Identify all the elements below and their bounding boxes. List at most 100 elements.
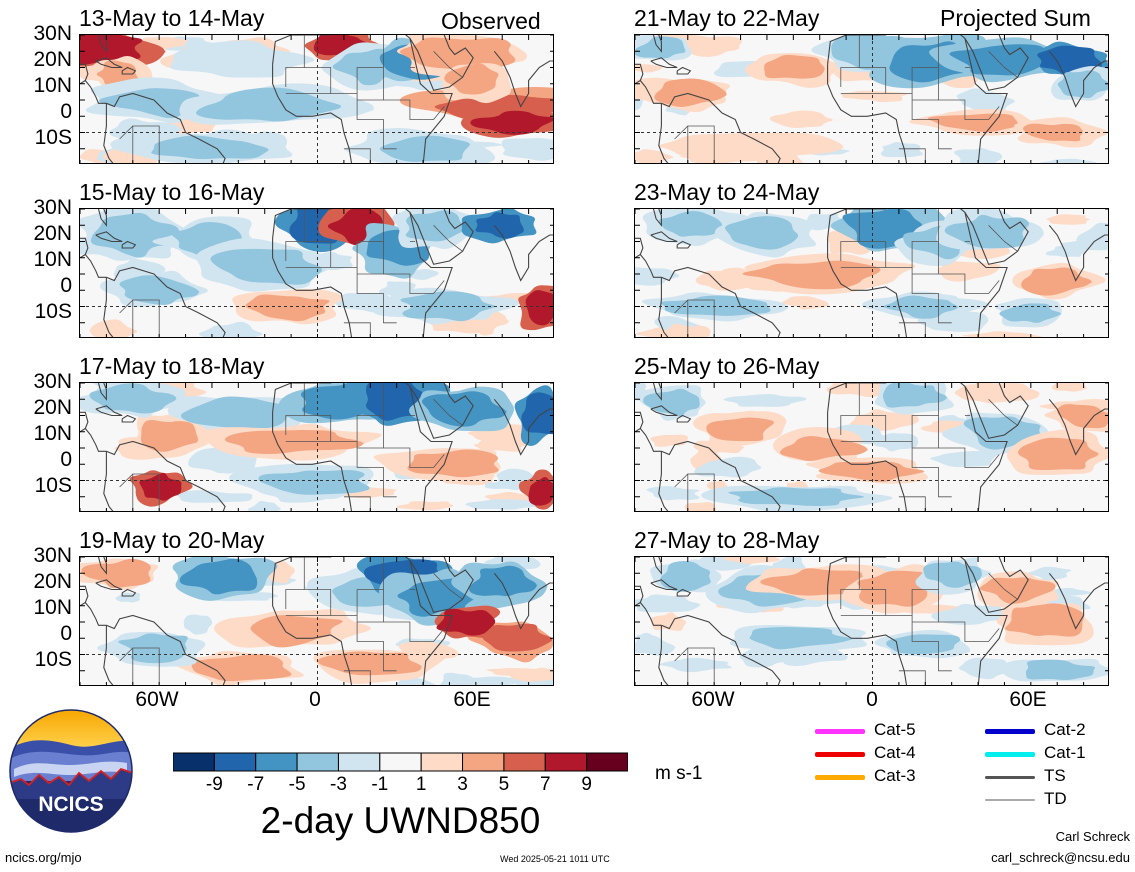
wind-anomaly-patch	[90, 212, 181, 258]
panel-title: 21-May to 22-May	[634, 5, 820, 31]
colorbar-tick-label: 5	[498, 774, 510, 795]
wind-anomaly-patch	[89, 383, 179, 414]
colorbar-tick-label: -5	[288, 774, 306, 795]
country-border	[356, 267, 397, 324]
coastline	[103, 277, 114, 337]
coastline	[80, 411, 89, 429]
coastline	[95, 57, 123, 69]
colorbar-tick-label: 9	[581, 774, 592, 795]
country-border	[978, 454, 1000, 468]
colorbar-swatch	[296, 752, 339, 772]
country-border	[433, 225, 463, 252]
country-border	[433, 573, 463, 600]
wind-anomaly-patch	[444, 63, 499, 95]
observed-label: Observed	[441, 8, 541, 34]
wind-anomaly-patch	[671, 134, 824, 157]
map-panel-projected-4	[634, 556, 1109, 686]
coastline	[964, 557, 1029, 613]
coastline	[964, 209, 1029, 265]
ncics-logo: NCICS	[9, 709, 133, 833]
country-border	[119, 473, 134, 488]
colorbar-tick-label: 1	[415, 774, 427, 795]
lat-label: 30N	[33, 370, 72, 393]
coastline	[1048, 224, 1108, 282]
wind-anomaly-patch	[694, 456, 764, 478]
country-border	[858, 209, 939, 268]
coastline	[827, 64, 908, 163]
country-border	[978, 106, 1000, 120]
colorbar-tick-label: -9	[205, 774, 223, 795]
coastline	[658, 103, 669, 163]
wind-anomaly-patch	[335, 293, 402, 313]
wind-anomaly-patch	[258, 469, 370, 495]
country-border	[383, 589, 424, 642]
coastline	[272, 557, 453, 685]
wind-anomaly-patch	[958, 657, 1015, 680]
legend-label-cat-3: Cat-3	[874, 766, 916, 785]
wind-anomaly-patch	[706, 417, 774, 442]
wind-anomaly-patch	[521, 392, 553, 435]
colorbar-swatch	[255, 752, 298, 772]
wind-anomaly-patch	[769, 110, 836, 129]
wind-anomaly-patch	[818, 461, 929, 482]
country-border	[356, 615, 397, 672]
colorbar-swatch	[503, 752, 546, 772]
country-border	[687, 125, 715, 163]
wind-anomaly-patch	[880, 142, 924, 158]
lon-label-0: 0	[309, 688, 321, 711]
coastline	[80, 427, 107, 452]
country-border	[423, 628, 445, 642]
coastline	[635, 411, 644, 429]
country-border	[303, 557, 384, 616]
country-border	[674, 473, 689, 488]
coastline	[106, 440, 226, 511]
country-border	[978, 280, 1000, 294]
coastline	[103, 451, 114, 511]
legend-line-cat-3	[815, 775, 865, 780]
wind-anomaly-patch	[465, 499, 548, 510]
coastline	[409, 383, 474, 439]
wind-anomaly-patch	[399, 37, 516, 71]
coastline	[493, 224, 553, 282]
country-border	[674, 299, 689, 314]
coastline	[650, 231, 678, 243]
lat-label: 0	[60, 274, 72, 297]
country-border	[858, 557, 939, 616]
lon-label-60w: 60W	[691, 688, 735, 711]
country-border	[119, 647, 134, 662]
country-border	[423, 454, 445, 468]
wind-anomaly-patch	[196, 87, 348, 122]
colorbar-swatch	[420, 752, 464, 772]
coastline	[409, 35, 474, 91]
coastline	[635, 427, 662, 452]
colorbar-swatch	[172, 752, 215, 772]
coastline	[106, 266, 226, 337]
wind-anomaly-patch	[81, 558, 151, 589]
coastline	[272, 586, 353, 685]
coastline	[964, 383, 1029, 439]
country-border	[674, 125, 689, 140]
wind-anomaly-patch	[140, 419, 199, 452]
country-border	[898, 670, 926, 685]
wind-anomaly-patch	[944, 214, 1029, 249]
coastline	[493, 398, 553, 456]
lat-label: 0	[60, 448, 72, 471]
coastline	[652, 209, 662, 227]
coastline	[121, 414, 137, 423]
country-border	[132, 647, 160, 685]
wind-anomaly-patch	[224, 430, 365, 455]
wind-anomaly-patch	[930, 450, 997, 468]
country-border	[423, 106, 445, 120]
coastline	[827, 586, 908, 685]
coastline	[1048, 572, 1108, 630]
panel-title: 15-May to 16-May	[79, 179, 265, 205]
wind-anomaly-patch	[191, 654, 292, 682]
legend-line-cat-4	[815, 752, 865, 757]
country-border	[285, 241, 305, 261]
wind-anomaly-patch	[509, 668, 553, 682]
coastline	[676, 414, 692, 423]
map-panel-observed-3	[79, 382, 554, 512]
lat-label: 20N	[33, 396, 72, 419]
country-border	[433, 51, 463, 78]
coastline	[272, 412, 353, 511]
